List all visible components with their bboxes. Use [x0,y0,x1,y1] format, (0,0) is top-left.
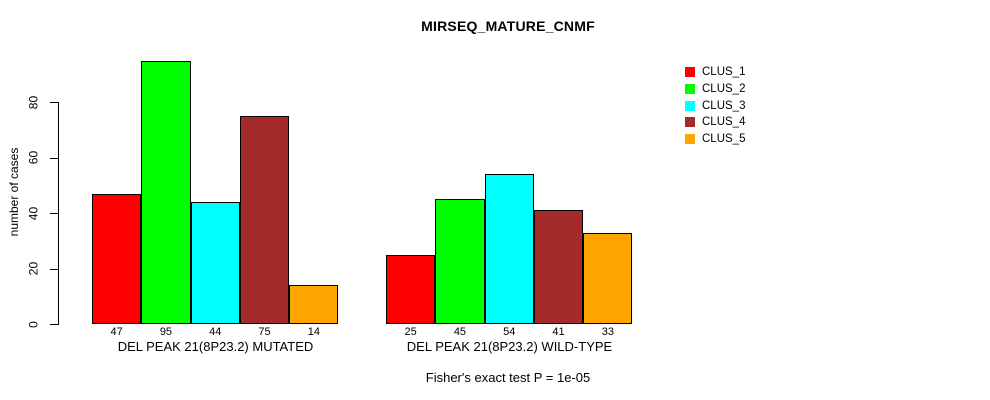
bar [435,199,485,324]
bar-value-label: 14 [307,326,320,338]
legend-item: CLUS_1 [685,64,745,81]
legend-label: CLUS_3 [702,99,746,112]
bar-value-label: 54 [503,326,516,338]
bar-value-label: 95 [159,326,173,338]
legend-swatch [685,100,695,111]
bar [141,60,191,324]
legend: CLUS_1 CLUS_2 CLUS_3 CLUS_4 CLUS_5 [685,64,745,147]
y-axis-line [58,102,59,325]
y-tick-label: 0 [26,320,41,328]
y-tick [50,213,58,215]
y-tick-label: 80 [26,95,41,110]
bar [239,116,290,324]
legend-swatch [685,134,695,145]
legend-item: CLUS_2 [685,81,745,98]
bar [289,285,339,324]
bar [583,232,633,324]
bar-value-label: 44 [209,326,222,338]
legend-label: CLUS_5 [702,133,746,146]
bar-value-label: 33 [601,326,614,338]
y-tick-label: 40 [26,206,41,220]
chart-title: MIRSEQ_MATURE_CNMF [421,18,595,34]
bar [484,174,534,324]
fisher-test-annotation: Fisher's exact test P = 1e-05 [425,370,591,385]
legend-label: CLUS_4 [702,116,746,129]
bar [533,210,584,324]
bar-value-label: 25 [404,326,417,338]
legend-label: CLUS_1 [702,66,746,79]
legend-swatch [685,67,695,78]
y-axis-label: number of cases [7,147,21,237]
legend-item: CLUS_5 [685,131,745,148]
y-tick [50,268,58,270]
legend-item: CLUS_4 [685,114,745,131]
bar [92,193,142,324]
y-tick [50,157,58,159]
group-label-wildtype: DEL PEAK 21(8P23.2) WILD-TYPE [406,339,613,354]
y-tick [50,324,58,325]
y-tick [50,102,58,104]
bar-value-label: 75 [258,326,271,338]
legend-swatch [685,117,695,128]
legend-swatch [685,84,695,95]
group-label-mutated: DEL PEAK 21(8P23.2) MUTATED [117,339,314,354]
y-tick-label: 20 [26,261,41,276]
bar-value-label: 45 [453,326,467,338]
bar-value-label: 41 [552,326,565,338]
legend-item: CLUS_3 [685,97,745,114]
y-tick-label: 60 [26,151,41,165]
bar-value-label: 47 [110,326,123,338]
bar [190,202,240,324]
bar [386,254,436,324]
legend-label: CLUS_2 [702,83,746,96]
